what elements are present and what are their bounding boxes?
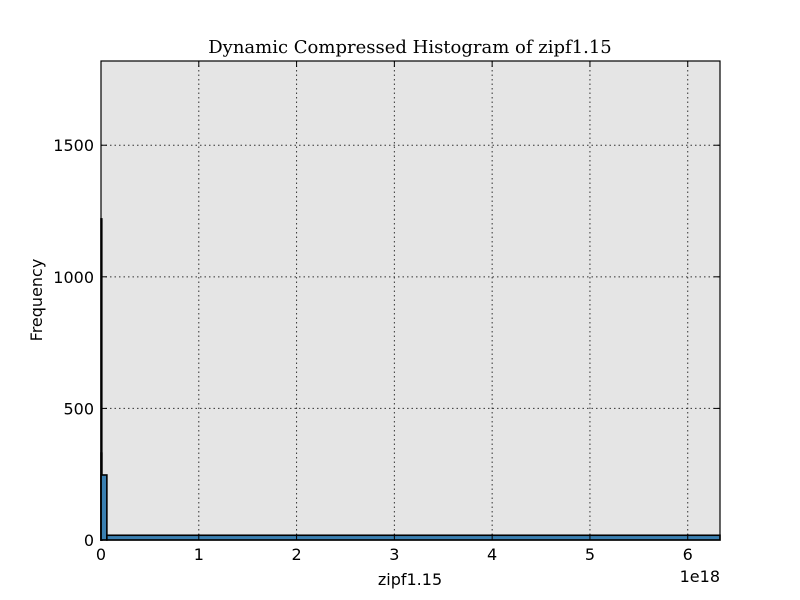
axis-ticks: 0 1 2 3 4 5 6 0 500 1000 1500: [53, 61, 720, 564]
x-tick-label: 5: [585, 545, 595, 564]
y-axis-label: Frequency: [27, 259, 46, 342]
x-tick-label: 6: [683, 545, 693, 564]
y-tick-label: 1000: [53, 268, 94, 287]
plot-frame: [100, 60, 721, 541]
grid-lines: [101, 61, 720, 540]
y-tick-label: 0: [84, 531, 94, 550]
x-tick-label: 4: [487, 545, 497, 564]
x-axis-label: zipf1.15: [378, 570, 442, 589]
y-tick-label: 1500: [53, 136, 94, 155]
histogram-bar: [100, 474, 108, 541]
plot-area: [101, 61, 720, 540]
y-tick-label: 500: [63, 399, 94, 418]
chart-title: Dynamic Compressed Histogram of zipf1.15: [208, 37, 612, 58]
x-tick-label: 2: [291, 545, 301, 564]
x-tick-label: 3: [389, 545, 399, 564]
x-tick-label: 0: [96, 545, 106, 564]
x-tick-label: 1: [194, 545, 204, 564]
x-offset-text: 1e18: [680, 567, 720, 586]
